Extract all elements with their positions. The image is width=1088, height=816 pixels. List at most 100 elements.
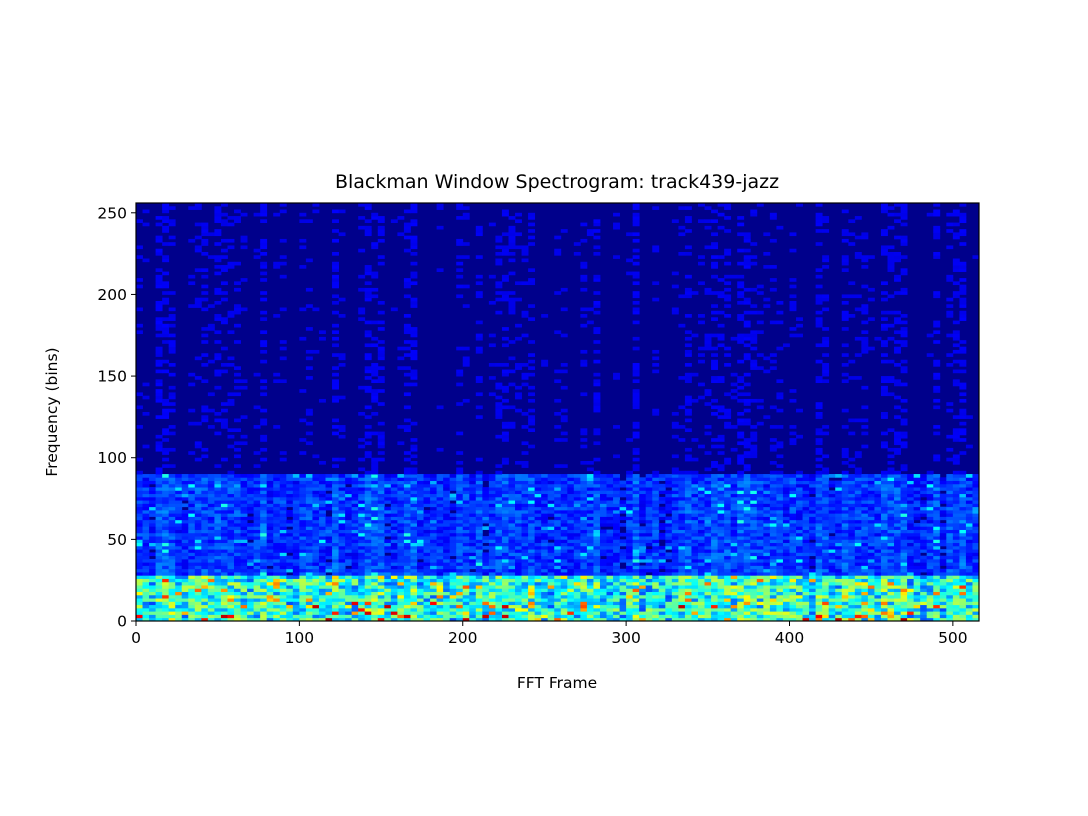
heatmap-cell (377, 232, 385, 237)
heatmap-cell (567, 536, 575, 540)
heatmap-cell (273, 558, 281, 563)
heatmap-cell (554, 598, 562, 602)
heatmap-cell (508, 585, 516, 589)
heatmap-cell (541, 545, 549, 550)
heatmap-cell (338, 568, 346, 573)
heatmap-cell (292, 581, 300, 586)
heatmap-cell (619, 532, 627, 537)
heatmap-cell (305, 496, 313, 501)
heatmap-cell (410, 203, 418, 207)
heatmap-cell (410, 549, 418, 553)
heatmap-cell (325, 565, 333, 570)
heatmap-cell (671, 591, 679, 596)
heatmap-cell (338, 539, 346, 544)
heatmap-cell (436, 490, 444, 495)
heatmap-cell (599, 611, 607, 615)
heatmap-cell (593, 330, 601, 335)
heatmap-cell (410, 598, 418, 602)
heatmap-cell (632, 421, 640, 426)
heatmap-cell (332, 500, 339, 504)
heatmap-cell (345, 480, 353, 485)
heatmap-cell (593, 585, 601, 589)
heatmap-cell (299, 219, 307, 223)
heatmap-cell (266, 526, 274, 530)
heatmap-cell (371, 460, 379, 465)
heatmap-cell (508, 225, 516, 230)
heatmap-cell (678, 513, 686, 517)
heatmap-cell (711, 607, 719, 612)
heatmap-cell (515, 529, 522, 534)
heatmap-cell (175, 526, 183, 530)
heatmap-cell (671, 545, 679, 550)
heatmap-cell (279, 578, 287, 583)
heatmap-cell (495, 506, 503, 511)
heatmap-cell (430, 594, 438, 599)
heatmap-cell (227, 575, 235, 579)
heatmap-cell (325, 552, 333, 557)
heatmap-cell (508, 496, 516, 501)
heatmap-cell (390, 513, 398, 517)
heatmap-cell (528, 506, 536, 511)
heatmap-cell (456, 480, 464, 485)
heatmap-cell (482, 509, 490, 514)
heatmap-cell (364, 523, 372, 527)
heatmap-cell (593, 274, 601, 279)
heatmap-cell (273, 611, 281, 615)
heatmap-cell (528, 212, 536, 217)
heatmap-cell (423, 516, 431, 521)
heatmap-cell (162, 369, 170, 374)
heatmap-cell (371, 480, 379, 485)
heatmap-cell (671, 532, 679, 537)
heatmap-cell (253, 503, 261, 508)
heatmap-cell (188, 617, 196, 622)
heatmap-cell (671, 607, 679, 612)
heatmap-cell (469, 539, 477, 544)
heatmap-cell (449, 493, 457, 498)
heatmap-cell (142, 598, 150, 602)
heatmap-cell (266, 513, 274, 517)
heatmap-cell (599, 523, 607, 527)
heatmap-cell (665, 565, 673, 570)
heatmap-cell (678, 376, 686, 380)
heatmap-cell (371, 379, 379, 384)
heatmap-cell (207, 539, 215, 544)
heatmap-cell (175, 490, 183, 495)
heatmap-cell (586, 614, 594, 619)
heatmap-cell (234, 385, 241, 390)
heatmap-cell (188, 604, 196, 609)
heatmap-cell (214, 464, 222, 468)
heatmap-cell (645, 516, 653, 521)
heatmap-cell (162, 562, 170, 566)
heatmap-cell (515, 562, 522, 566)
heatmap-cell (299, 480, 307, 485)
heatmap-cell (580, 349, 588, 354)
heatmap-cell (639, 545, 647, 550)
heatmap-cell (410, 238, 418, 243)
heatmap-cell (436, 611, 444, 615)
heatmap-cell (305, 513, 313, 517)
heatmap-cell (384, 568, 392, 573)
heatmap-cell (580, 562, 588, 566)
heatmap-cell (528, 235, 536, 240)
heatmap-cell (247, 542, 255, 547)
heatmap-cell (456, 382, 464, 387)
heatmap-cell (456, 575, 464, 579)
heatmap-cell (567, 562, 575, 566)
heatmap-cell (711, 333, 719, 338)
heatmap-cell (691, 509, 699, 514)
heatmap-cell (430, 588, 438, 593)
heatmap-cell (371, 591, 379, 596)
heatmap-cell (214, 503, 222, 508)
heatmap-cell (580, 261, 588, 266)
heatmap-cell (194, 441, 202, 446)
heatmap-cell (430, 483, 438, 488)
heatmap-cell (247, 516, 255, 521)
heatmap-cell (671, 487, 679, 491)
heatmap-cell (528, 304, 536, 308)
heatmap-cell (279, 611, 287, 615)
heatmap-cell (286, 558, 294, 563)
heatmap-cell (142, 549, 150, 553)
heatmap-cell (417, 572, 424, 576)
heatmap-cell (220, 291, 228, 295)
heatmap-cell (168, 483, 176, 488)
